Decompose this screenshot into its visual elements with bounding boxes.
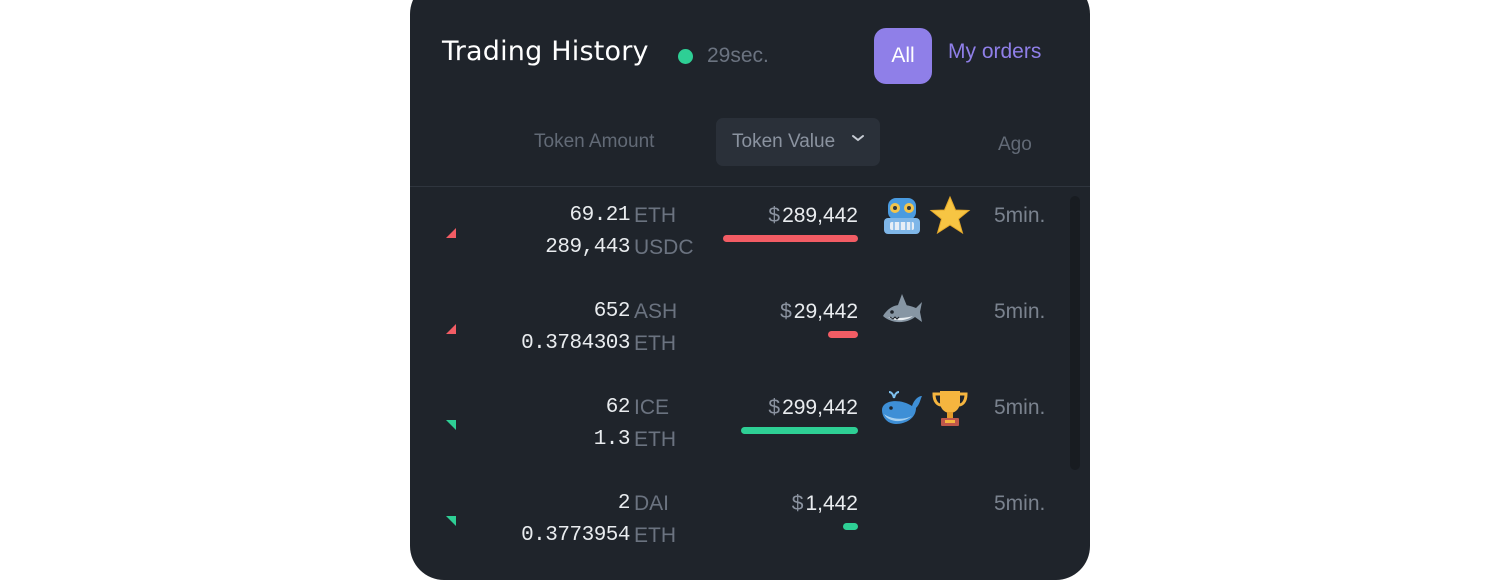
- time-ago: 5min.: [994, 492, 1046, 515]
- token-value-dropdown-label: Token Value: [732, 131, 836, 152]
- token-value: $299,442: [768, 396, 858, 420]
- trade-row[interactable]: 2 DAI 0.3773954 ETH $1,442 5min.: [410, 480, 1090, 576]
- amount-primary: 2: [617, 492, 631, 515]
- tab-my-orders[interactable]: My orders: [948, 40, 1042, 63]
- trader-badges: [880, 194, 972, 242]
- column-ago: Ago: [998, 134, 1032, 155]
- trade-row[interactable]: 69.21 ETH 289,443 USDC $289,442 5min.: [410, 192, 1090, 288]
- currency-symbol: $: [768, 396, 781, 419]
- trader-badges: [880, 290, 924, 338]
- symbol-secondary: ETH: [634, 524, 676, 547]
- token-value-amount: 29,442: [793, 300, 858, 323]
- chevron-down-icon: [850, 130, 866, 151]
- symbol-primary: ETH: [634, 204, 676, 227]
- symbol-secondary: ETH: [634, 428, 676, 451]
- amount-secondary: 1.3: [593, 428, 631, 451]
- token-value-dropdown[interactable]: Token Value: [716, 118, 880, 166]
- buy-indicator-icon: [446, 516, 456, 526]
- amount-primary: 62: [605, 396, 631, 419]
- header-divider: [410, 186, 1090, 187]
- shark-icon: [880, 290, 924, 338]
- token-value: $289,442: [768, 204, 858, 228]
- currency-symbol: $: [791, 492, 804, 515]
- time-ago: 5min.: [994, 300, 1046, 323]
- symbol-secondary: USDC: [634, 236, 694, 259]
- value-bar: [741, 427, 858, 434]
- symbol-secondary: ETH: [634, 332, 676, 355]
- amount-secondary: 0.3773954: [521, 524, 630, 547]
- last-updated: 29sec.: [707, 44, 769, 67]
- time-ago: 5min.: [994, 396, 1046, 419]
- token-value: $1,442: [792, 492, 858, 516]
- currency-symbol: $: [768, 204, 781, 227]
- buy-indicator-icon: [446, 420, 456, 430]
- amount-primary: 652: [593, 300, 631, 323]
- star-icon: [928, 194, 972, 242]
- trade-row[interactable]: 62 ICE 1.3 ETH $299,442 5min.: [410, 384, 1090, 480]
- whale-icon: [880, 386, 924, 434]
- amount-primary: 69.21: [569, 204, 630, 227]
- column-token-amount: Token Amount: [534, 131, 655, 152]
- value-bar: [828, 331, 858, 338]
- card-title: Trading History: [442, 36, 649, 67]
- trade-row[interactable]: 652 ASH 0.3784303 ETH $29,442 5min.: [410, 288, 1090, 384]
- tab-all[interactable]: All: [874, 28, 932, 84]
- trader-badges: [880, 386, 972, 434]
- amount-secondary: 0.3784303: [521, 332, 630, 355]
- time-ago: 5min.: [994, 204, 1046, 227]
- trading-history-card: Trading History 29sec. All My orders Tok…: [410, 0, 1090, 580]
- token-value-amount: 1,442: [805, 492, 858, 515]
- sell-indicator-icon: [446, 228, 456, 238]
- value-bar: [843, 523, 858, 530]
- scrollbar[interactable]: [1070, 196, 1080, 470]
- amount-secondary: 289,443: [545, 236, 630, 259]
- robot-icon: [880, 194, 924, 242]
- symbol-primary: ICE: [634, 396, 670, 419]
- live-status-dot: [678, 49, 693, 64]
- trophy-icon: [928, 386, 972, 434]
- symbol-primary: DAI: [634, 492, 670, 515]
- symbol-primary: ASH: [634, 300, 678, 323]
- sell-indicator-icon: [446, 324, 456, 334]
- value-bar: [723, 235, 858, 242]
- token-value-amount: 289,442: [782, 204, 858, 227]
- currency-symbol: $: [780, 300, 792, 323]
- token-value-amount: 299,442: [782, 396, 858, 419]
- token-value: $29,442: [780, 300, 858, 324]
